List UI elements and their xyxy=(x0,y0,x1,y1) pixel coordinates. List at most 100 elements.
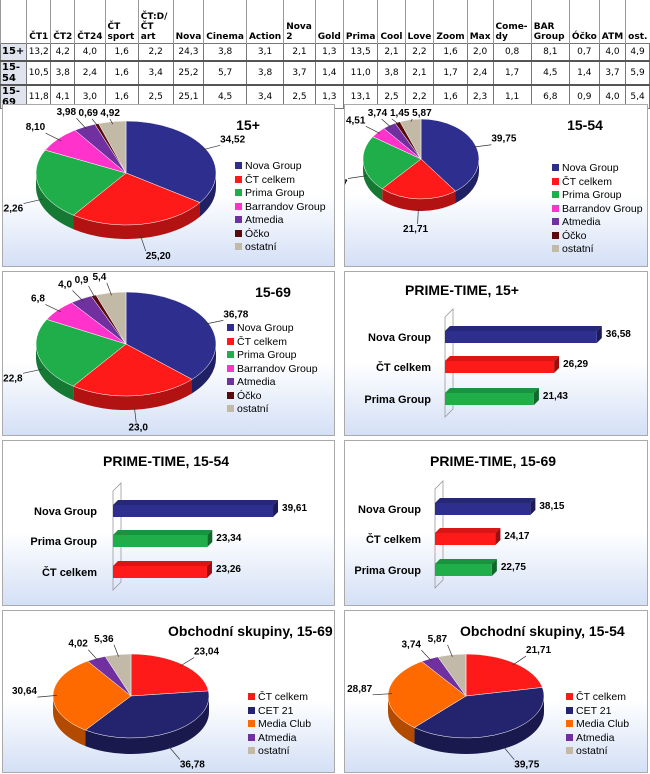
pie-slice-side xyxy=(36,344,74,401)
table-cell: 1,3 xyxy=(314,42,344,62)
legend: Nova Group ČT celkem Prima Group Barrandov … xyxy=(235,160,326,255)
legend-label: Media Club xyxy=(576,718,630,730)
legend-item: Barrandov Group xyxy=(552,203,643,217)
data-label: 23,26 xyxy=(216,564,241,575)
legend-swatch xyxy=(248,733,255,741)
data-label: 5,4 xyxy=(92,272,106,283)
table-cell: 2,1 xyxy=(377,42,406,62)
data-label: 21,43 xyxy=(543,391,568,402)
category-label: ČT celkem xyxy=(366,533,421,546)
legend-swatch xyxy=(248,693,255,700)
legend-item: ostatní xyxy=(235,241,326,255)
table-cell: 1,7 xyxy=(492,60,532,86)
chart-panel: 36,78 23,0 22,8 6,8 4,0 0,9 5,4 15-69 Nova Group… xyxy=(2,271,335,436)
legend-item: Nova Group xyxy=(552,162,643,176)
leader-line xyxy=(410,118,413,122)
chart-title: PRIME-TIME, 15-69 xyxy=(430,453,557,469)
pie-slice-side xyxy=(414,696,544,754)
axis-wall xyxy=(112,482,122,591)
table-cell: 1,4 xyxy=(314,60,344,86)
legend-swatch xyxy=(235,175,242,183)
chart-title: 15+ xyxy=(236,117,260,133)
column-header: Cool xyxy=(377,0,406,43)
pie-slice-side xyxy=(85,696,210,754)
table-cell: 1,4 xyxy=(568,60,600,86)
legend-swatch xyxy=(552,245,559,252)
pie-slice xyxy=(399,118,422,160)
column-header: Nova 2 xyxy=(283,0,316,43)
column-header: Nova xyxy=(172,0,204,43)
data-label: 21,71 xyxy=(403,224,428,235)
legend-label: ČT celkem xyxy=(245,173,295,186)
legend-label: Atmedia xyxy=(562,216,601,228)
table-cell: 0,8 xyxy=(492,42,532,62)
legend-label: ČT celkem xyxy=(562,175,612,188)
legend-item: Nova Group xyxy=(235,160,326,174)
bar-side xyxy=(207,530,213,547)
legend-swatch xyxy=(552,164,559,171)
bar-side xyxy=(554,356,560,373)
bar-side xyxy=(596,326,602,343)
legend-swatch xyxy=(552,204,559,212)
axis-wall xyxy=(444,308,454,418)
column-header: BAR Group xyxy=(530,0,570,43)
bar-top xyxy=(113,500,279,505)
pie-slice xyxy=(72,172,201,226)
column-header: Come-dy xyxy=(492,0,532,43)
chart-svg: Nova Group 39,61 Prima Group 23,34 ČT celkem… xyxy=(30,482,307,591)
legend-item: ČT celkem xyxy=(235,174,326,188)
table-cell: 2,4 xyxy=(466,60,494,86)
leader-line xyxy=(45,132,62,142)
category-label: Nova Group xyxy=(358,504,421,516)
chart-panel: 34,52 25,20 22,26 8,10 3,980,694,92 15+ Nova G… xyxy=(2,104,335,267)
pie-slice xyxy=(413,687,545,739)
table-cell: 4,0 xyxy=(74,42,106,62)
legend: Nova Group ČT celkem Prima Group Barrandov … xyxy=(552,162,643,257)
leader-line xyxy=(45,304,62,313)
leader-line xyxy=(23,198,44,204)
data-label: 0,69 xyxy=(79,108,99,119)
data-label: 39,75 xyxy=(514,760,539,771)
chart-svg: 39,75 21,71 22,67 4,513,741,455,87 xyxy=(345,108,517,235)
axis-wall xyxy=(434,480,444,589)
category-label: Nova Group xyxy=(368,332,431,344)
table-cell: 2,1 xyxy=(404,60,435,86)
leader-line xyxy=(372,693,393,696)
column-header: Action xyxy=(245,0,284,43)
data-label: 5,36 xyxy=(94,634,114,645)
pie-slice-side xyxy=(455,159,479,204)
leader-line xyxy=(503,746,515,760)
leader-line xyxy=(168,746,181,760)
table-cell: 25,2 xyxy=(172,60,205,86)
legend-item: ČT celkem xyxy=(248,691,311,705)
legend-label: Nova Group xyxy=(245,160,302,172)
legend-label: Atmedia xyxy=(245,214,284,226)
table-cell: 5,7 xyxy=(203,60,247,86)
bar xyxy=(435,503,531,515)
data-label: 34,52 xyxy=(220,134,245,145)
column-header: Óčko xyxy=(568,0,600,43)
legend-swatch xyxy=(552,191,559,198)
data-label: 36,78 xyxy=(223,309,248,320)
chart-title: 15-54 xyxy=(567,117,603,133)
data-label: 30,64 xyxy=(12,686,37,697)
data-label: 23,0 xyxy=(128,423,148,434)
table-cell: 10,5 xyxy=(26,60,52,86)
column-header: ČT sport xyxy=(104,0,139,43)
chart-panel: 23,04 36,78 30,64 4,02 5,36 Obchodní skupiny,… xyxy=(2,610,335,773)
leader-line xyxy=(88,285,96,299)
legend-swatch xyxy=(248,747,255,754)
pie-slice-side xyxy=(388,696,415,744)
table-cell: 3,8 xyxy=(377,60,406,86)
table-cell: 3,1 xyxy=(245,42,285,62)
legend-item: ČT celkem xyxy=(566,691,629,705)
table-cell: 13,5 xyxy=(342,42,379,62)
leader-line xyxy=(347,175,367,179)
chart-title: 15-69 xyxy=(255,284,291,300)
leader-line xyxy=(113,644,119,657)
legend-item: CET 21 xyxy=(566,705,629,719)
table-cell: 11,0 xyxy=(342,60,379,86)
leader-line xyxy=(88,649,99,661)
table-cell: 4,0 xyxy=(598,42,627,62)
chart-panel: Nova Group 39,61 Prima Group 23,34 ČT celkem… xyxy=(2,440,335,606)
